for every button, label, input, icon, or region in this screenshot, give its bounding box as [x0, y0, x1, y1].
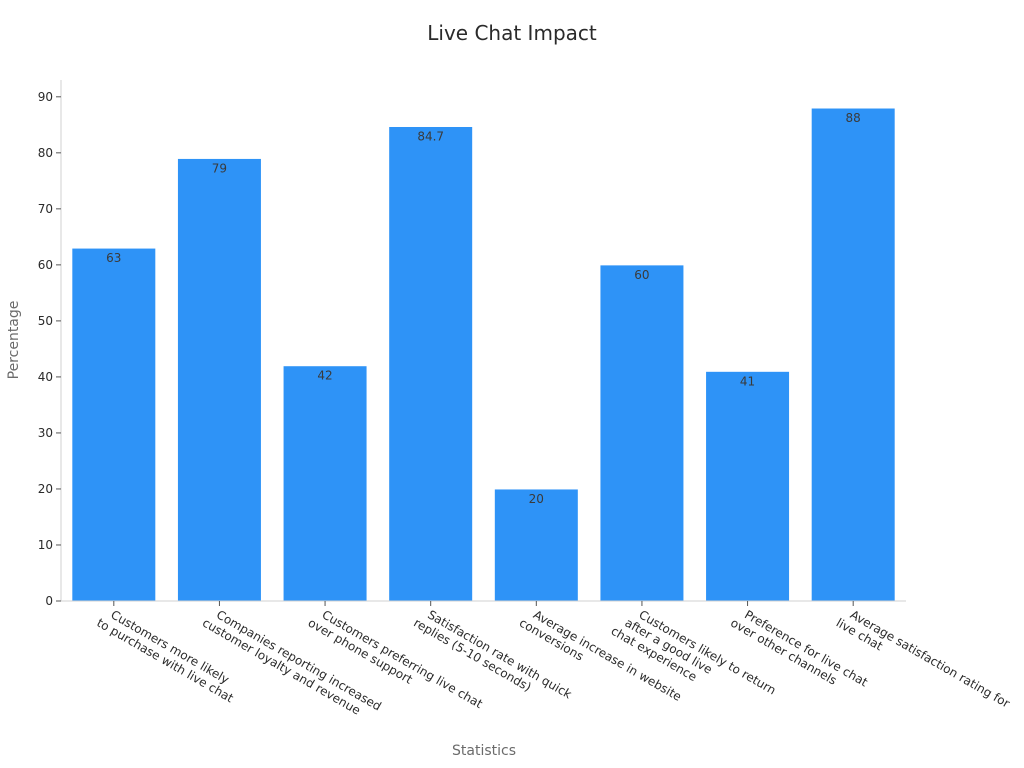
y-axis-title: Percentage	[6, 301, 22, 380]
x-tick-label: Average satisfaction rating forlive chat	[834, 603, 1012, 722]
y-tick-label: 40	[38, 370, 53, 384]
bar-value-label: 60	[634, 268, 649, 282]
y-tick-label: 30	[38, 426, 53, 440]
y-tick-label: 60	[38, 258, 53, 272]
bar	[810, 107, 896, 602]
y-tick-label: 0	[45, 594, 53, 608]
bar-value-label: 79	[212, 161, 227, 175]
y-tick-label: 70	[38, 202, 53, 216]
bar-value-label: 84.7	[417, 129, 444, 143]
bar	[71, 247, 157, 602]
bar-value-label: 63	[106, 251, 121, 265]
y-tick-label: 20	[38, 482, 53, 496]
bar	[282, 365, 368, 602]
x-tick-label: Companies reporting increasedcustomer lo…	[200, 603, 384, 725]
y-tick-label: 50	[38, 314, 53, 328]
x-axis: Customers more likelyto purchase with li…	[61, 600, 1012, 725]
y-tick-label: 10	[38, 538, 53, 552]
y-tick-label: 90	[38, 90, 53, 104]
bar-value-label: 42	[317, 369, 332, 383]
bar-value-label: 20	[529, 492, 544, 506]
bar	[493, 488, 579, 602]
bar	[599, 264, 685, 602]
x-tick-label-line: Companies reporting increased	[214, 607, 384, 713]
chart-title: Live Chat Impact	[427, 21, 597, 45]
y-tick-label: 80	[38, 146, 53, 160]
bars-group: 63 79 42 84.7 20 60 41 88	[71, 107, 896, 602]
x-axis-title: Statistics	[452, 743, 516, 759]
bar	[388, 125, 474, 602]
y-axis: 0 10 20 30 40 50 60 70 80 90	[38, 80, 62, 608]
bar-value-label: 88	[846, 111, 861, 125]
x-tick-label-line: Average satisfaction rating for	[848, 607, 1013, 710]
bar	[705, 370, 791, 602]
bar-value-label: 41	[740, 374, 755, 388]
bar	[176, 157, 262, 602]
